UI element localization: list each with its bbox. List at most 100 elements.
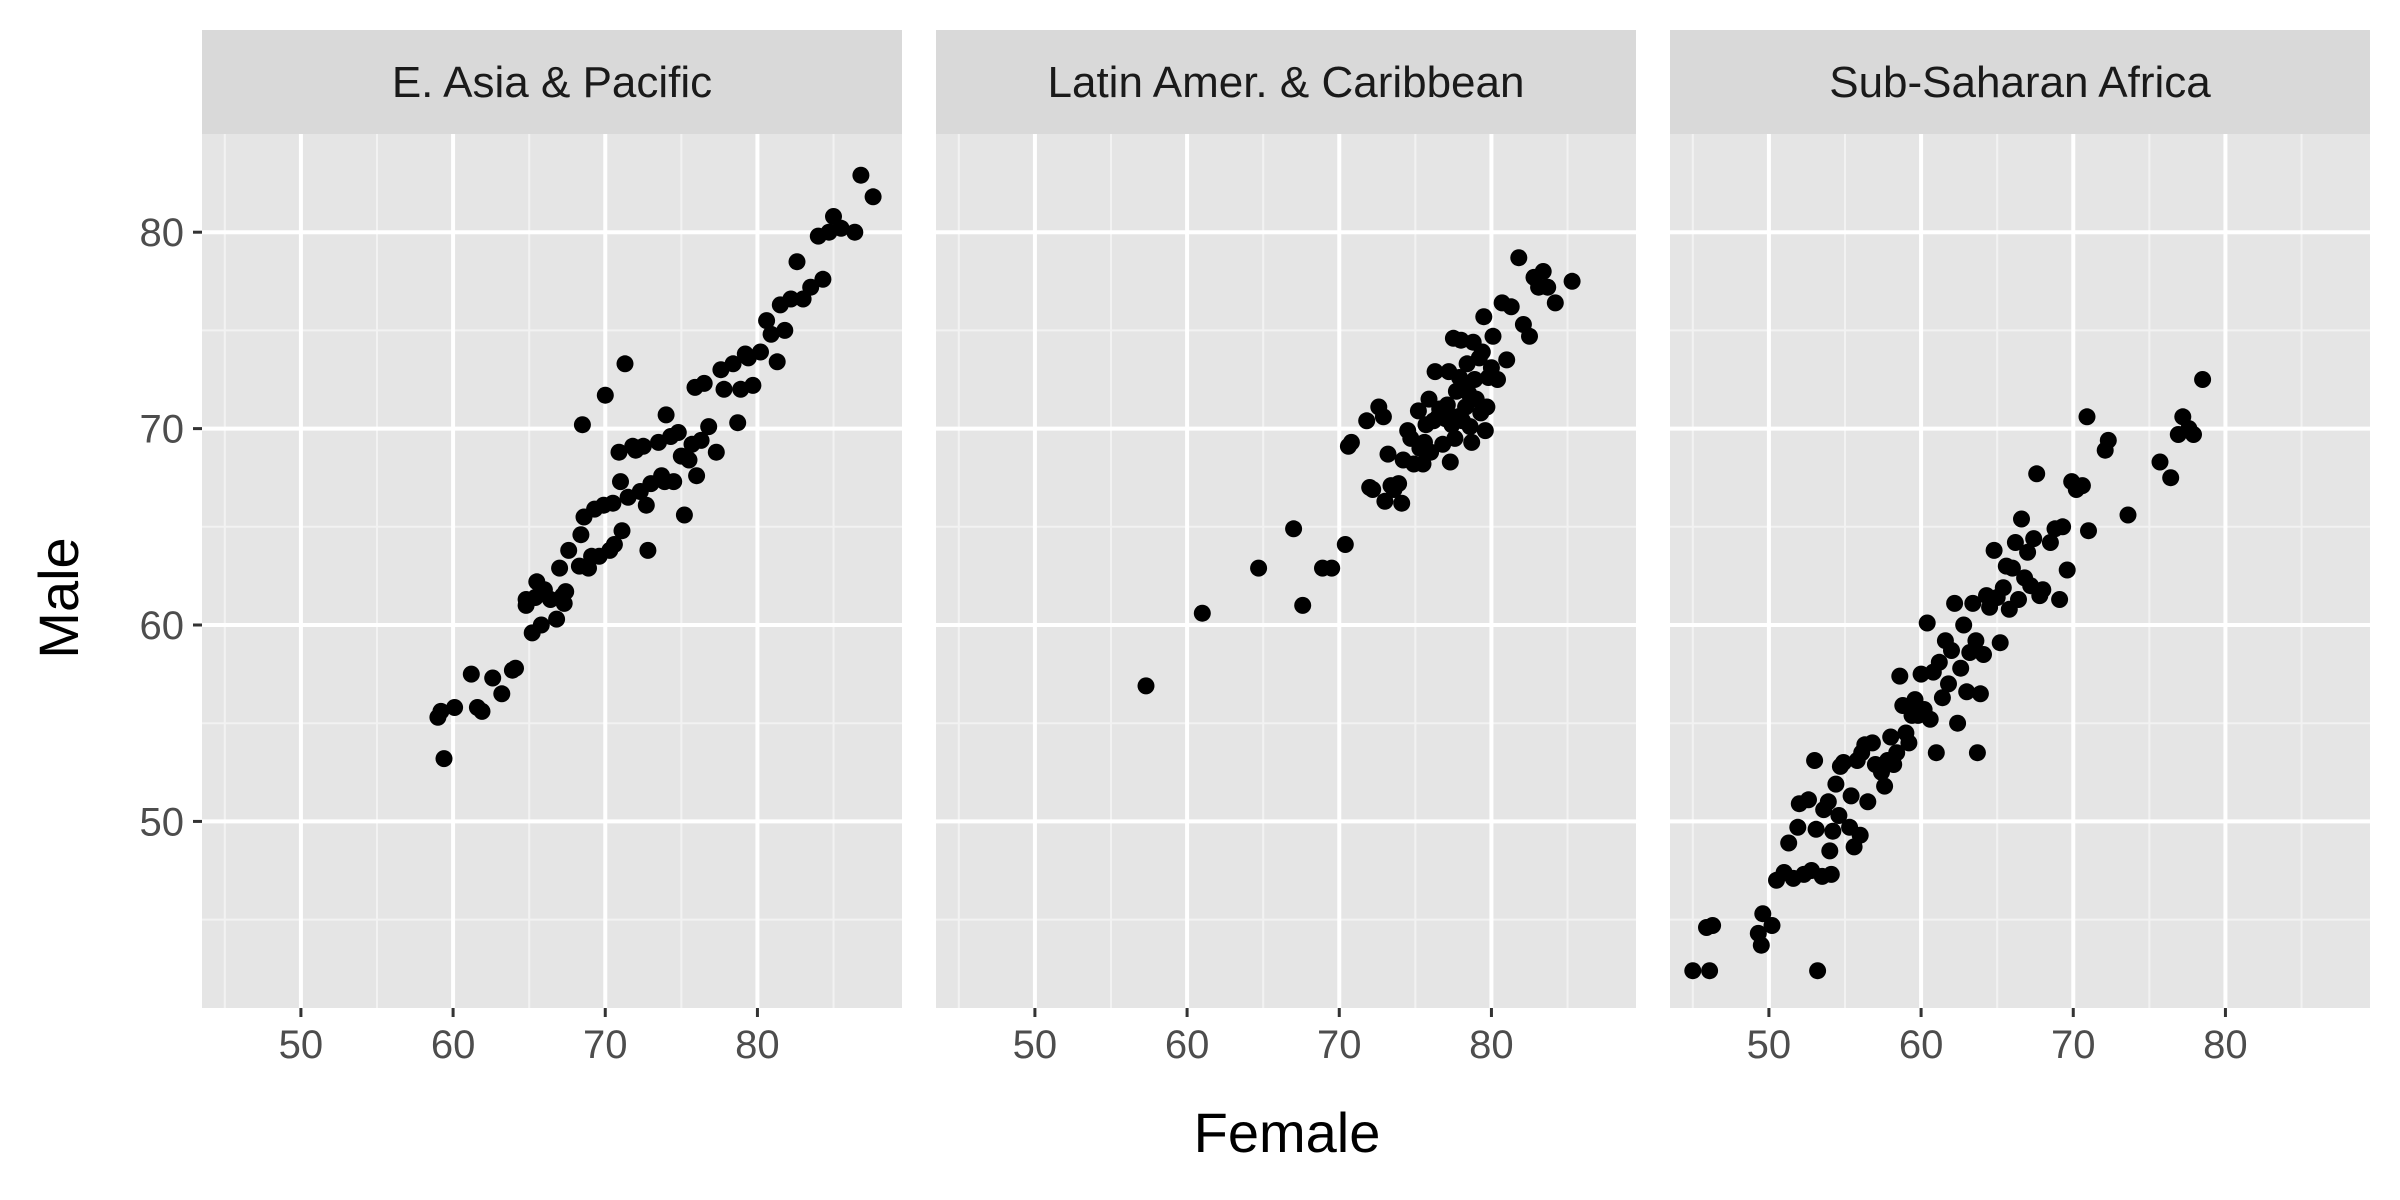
data-point	[1409, 402, 1427, 420]
data-point	[2080, 522, 2097, 540]
data-point	[1824, 822, 1842, 840]
data-point	[596, 386, 614, 404]
data-point	[432, 702, 450, 720]
data-point	[1819, 793, 1837, 811]
data-point	[2013, 510, 2030, 528]
data-point	[1933, 689, 1951, 707]
data-point	[1374, 408, 1392, 426]
facet-strip-title: Latin Amer. & Caribbean	[1048, 58, 1525, 107]
data-point	[1473, 343, 1491, 361]
x-tick-label: 60	[1165, 1023, 1210, 1067]
data-point	[776, 321, 794, 339]
y-tick-label: 70	[140, 408, 185, 452]
data-point	[1390, 475, 1408, 493]
data-point	[846, 223, 864, 241]
data-point	[802, 278, 820, 296]
data-point	[2151, 453, 2169, 471]
data-point	[1891, 667, 1909, 685]
data-point	[692, 431, 710, 449]
data-point	[572, 526, 590, 544]
data-point	[1807, 820, 1825, 838]
data-point	[1851, 826, 1869, 844]
data-point	[462, 665, 480, 683]
data-point	[616, 355, 634, 373]
data-point	[1502, 298, 1520, 316]
data-point	[548, 610, 566, 628]
data-point	[729, 414, 747, 432]
data-point	[1466, 371, 1484, 388]
data-point	[1701, 962, 1719, 980]
data-point	[715, 380, 733, 398]
data-point	[2034, 581, 2052, 599]
x-tick-label: 50	[1747, 1023, 1792, 1067]
data-point	[2185, 426, 2202, 443]
y-axis-title: Male	[27, 537, 90, 658]
data-point	[1684, 962, 1702, 980]
data-point	[1376, 492, 1394, 510]
y-tick-label: 80	[140, 211, 185, 255]
data-point	[1975, 646, 1992, 663]
data-point	[1900, 734, 1918, 752]
data-point	[1754, 905, 1772, 923]
data-point	[1789, 818, 1807, 836]
data-point	[788, 253, 806, 271]
facet-strip	[202, 30, 902, 134]
data-point	[1964, 594, 1982, 612]
data-point	[1420, 390, 1438, 408]
data-point	[744, 376, 762, 394]
data-point	[669, 424, 687, 441]
x-tick-label: 80	[2203, 1023, 2248, 1067]
data-point	[435, 750, 453, 768]
data-point	[1563, 272, 1581, 290]
data-point	[551, 559, 569, 577]
data-point	[1952, 659, 1970, 677]
data-point	[634, 437, 652, 455]
data-point	[1918, 614, 1936, 632]
data-point	[688, 467, 706, 485]
data-point	[1364, 481, 1382, 498]
data-point	[1859, 793, 1877, 811]
data-point	[1285, 520, 1303, 538]
x-tick-label: 60	[431, 1023, 476, 1067]
data-point	[1438, 396, 1456, 414]
data-point	[1821, 842, 1839, 860]
panel-background	[936, 134, 1636, 1008]
data-point	[758, 312, 776, 330]
data-point	[1967, 632, 1985, 650]
data-point	[1704, 917, 1722, 934]
data-point	[1358, 412, 1376, 430]
data-point	[1498, 351, 1516, 369]
data-point	[1835, 754, 1852, 771]
data-point	[1985, 541, 2003, 559]
data-point	[573, 416, 591, 434]
data-point	[675, 506, 693, 524]
data-point	[665, 473, 683, 491]
facet-strip	[936, 30, 1636, 134]
data-point	[1809, 962, 1827, 980]
data-point	[604, 494, 622, 512]
data-point	[557, 583, 575, 601]
data-point	[639, 541, 657, 559]
facet-strip-title: E. Asia & Pacific	[392, 58, 712, 107]
data-point	[2025, 530, 2043, 548]
data-point	[612, 473, 629, 491]
data-point	[832, 219, 850, 237]
data-point	[2073, 477, 2091, 495]
data-point	[1476, 422, 1494, 440]
facet-panel: Sub-Saharan Africa 50 60 70 80	[1670, 30, 2370, 1067]
data-point	[1806, 752, 1824, 769]
data-point	[814, 270, 832, 288]
data-point	[1946, 594, 1964, 612]
data-point	[768, 353, 786, 371]
facet-panel: E. Asia & Pacific 50 60 70 80	[202, 30, 902, 1067]
data-point	[605, 536, 623, 553]
data-point	[637, 496, 655, 514]
data-point	[2119, 506, 2137, 524]
data-point	[2019, 543, 2037, 561]
data-point	[680, 451, 698, 469]
x-tick-label: 80	[1469, 1023, 1514, 1067]
data-point	[2162, 469, 2180, 487]
data-point	[1539, 278, 1557, 296]
data-point	[1958, 683, 1976, 701]
data-point	[1968, 744, 1986, 762]
